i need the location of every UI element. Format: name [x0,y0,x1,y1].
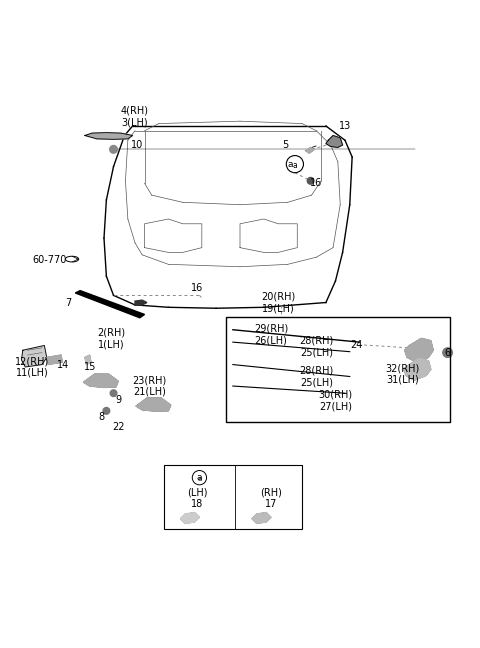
Polygon shape [85,355,91,365]
Polygon shape [47,355,62,365]
Polygon shape [85,133,132,139]
Text: a: a [288,159,293,168]
Text: 28(RH)
25(LH): 28(RH) 25(LH) [299,365,334,388]
Polygon shape [252,513,271,524]
Text: a: a [292,161,297,170]
Polygon shape [22,345,47,367]
Polygon shape [306,148,314,153]
Text: 28(RH)
25(LH): 28(RH) 25(LH) [299,336,334,357]
Text: 20(RH)
19(LH): 20(RH) 19(LH) [261,292,295,314]
Text: 29(RH)
26(LH): 29(RH) 26(LH) [254,324,288,345]
Text: 60-770: 60-770 [32,255,66,264]
Text: 8: 8 [98,412,105,422]
Text: a: a [197,476,202,481]
Text: 9: 9 [115,395,121,406]
Polygon shape [180,513,199,524]
Polygon shape [404,358,431,380]
Text: 32(RH)
31(LH): 32(RH) 31(LH) [385,364,420,385]
Polygon shape [75,290,144,318]
Text: 4(RH)
3(LH): 4(RH) 3(LH) [121,106,149,127]
Text: 30(RH)
27(LH): 30(RH) 27(LH) [318,389,352,411]
Text: (RH)
17: (RH) 17 [260,487,282,509]
Polygon shape [326,135,343,148]
Polygon shape [136,398,171,411]
Circle shape [103,408,110,414]
Text: 14: 14 [57,360,70,369]
Text: 13: 13 [339,121,351,131]
Text: (LH)
18: (LH) 18 [187,487,207,509]
Text: 10: 10 [131,140,144,150]
Polygon shape [84,374,118,388]
Polygon shape [135,300,147,305]
Text: 23(RH)
21(LH): 23(RH) 21(LH) [132,375,167,397]
Text: 7: 7 [65,297,72,308]
Text: 16: 16 [310,178,323,188]
Text: 15: 15 [84,362,96,372]
Circle shape [110,146,117,153]
Text: 12(RH)
11(LH): 12(RH) 11(LH) [15,356,49,378]
Text: a: a [197,473,202,482]
Text: 22: 22 [112,422,124,432]
Text: 6: 6 [444,347,451,358]
Text: 16: 16 [191,283,203,293]
Text: 2(RH)
1(LH): 2(RH) 1(LH) [97,327,125,349]
Circle shape [443,348,452,358]
Circle shape [110,390,117,397]
Text: 24: 24 [351,340,363,351]
Text: 5: 5 [282,140,288,150]
Circle shape [307,178,314,184]
Polygon shape [405,338,433,362]
